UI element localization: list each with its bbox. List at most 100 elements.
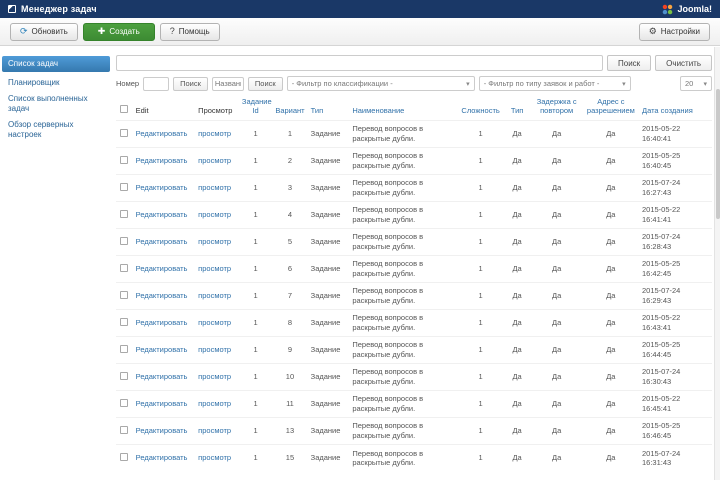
row-checkbox[interactable] bbox=[120, 317, 129, 326]
row-checkbox[interactable] bbox=[120, 290, 129, 299]
column-header-created[interactable]: Дата создания bbox=[641, 106, 693, 115]
table-body: Редактировать просмотр 1 1 Задание Перев… bbox=[116, 120, 712, 472]
variant-cell: 5 bbox=[272, 228, 308, 256]
sidebar-item-completed-tasks[interactable]: Список выполненных задач bbox=[8, 94, 88, 113]
number-input[interactable] bbox=[143, 76, 170, 91]
column-header-type[interactable]: Тип bbox=[310, 106, 324, 115]
view-link[interactable]: просмотр bbox=[198, 183, 232, 193]
page-size-select[interactable]: 20 ▾ bbox=[680, 76, 712, 91]
complexity-cell: 1 bbox=[457, 417, 504, 445]
created-date-cell: 2015-05-25 16:42:45 bbox=[638, 255, 712, 283]
title-input[interactable] bbox=[211, 76, 244, 91]
view-link[interactable]: просмотр bbox=[198, 345, 232, 355]
column-header-type2[interactable]: Тип bbox=[510, 106, 524, 115]
row-checkbox[interactable] bbox=[120, 182, 129, 191]
name-cell: Перевод вопросов в раскрытые дубли. bbox=[349, 363, 458, 391]
row-checkbox[interactable] bbox=[120, 128, 129, 137]
created-date-cell: 2015-05-25 16:40:45 bbox=[638, 147, 712, 175]
edit-link[interactable]: Редактировать bbox=[135, 399, 188, 409]
name-cell: Перевод вопросов в раскрытые дубли. bbox=[349, 309, 458, 337]
name-cell: Перевод вопросов в раскрытые дубли. bbox=[349, 228, 458, 256]
title-search-button[interactable]: Поиск bbox=[247, 76, 283, 91]
edit-link[interactable]: Редактировать bbox=[135, 372, 188, 382]
row-checkbox[interactable] bbox=[120, 371, 129, 380]
variant-cell: 3 bbox=[272, 174, 308, 202]
resolve-cell: Да bbox=[582, 363, 639, 391]
column-header-resolve[interactable]: Адрес с разрешением bbox=[586, 97, 635, 115]
search-button[interactable]: Поиск bbox=[607, 55, 652, 71]
edit-link[interactable]: Редактировать bbox=[135, 210, 188, 220]
column-header-name[interactable]: Наименование bbox=[352, 106, 405, 115]
retry-delay-cell: Да bbox=[530, 282, 583, 310]
refresh-button[interactable]: ⟳ Обновить bbox=[10, 22, 78, 41]
scrollbar[interactable] bbox=[714, 47, 720, 480]
task-id-cell: 1 bbox=[238, 147, 273, 175]
edit-link[interactable]: Редактировать bbox=[135, 453, 188, 463]
edit-link[interactable]: Редактировать bbox=[135, 264, 188, 274]
type2-cell: Да bbox=[503, 417, 531, 445]
gear-icon: ⚙ bbox=[648, 26, 657, 36]
view-link[interactable]: просмотр bbox=[198, 156, 232, 166]
view-link[interactable]: просмотр bbox=[198, 426, 232, 436]
variant-cell: 11 bbox=[272, 390, 308, 418]
scrollbar-thumb[interactable] bbox=[716, 89, 720, 219]
select-all-checkbox[interactable] bbox=[120, 105, 129, 113]
view-link[interactable]: просмотр bbox=[198, 237, 232, 247]
resolve-cell: Да bbox=[582, 309, 639, 337]
edit-link[interactable]: Редактировать bbox=[135, 183, 188, 193]
clear-button[interactable]: Очистить bbox=[655, 55, 712, 71]
type-cell: Задание bbox=[307, 255, 350, 283]
column-header-task-id[interactable]: Задание Id bbox=[241, 97, 272, 115]
row-checkbox[interactable] bbox=[120, 209, 129, 218]
table-row: Редактировать просмотр 1 3 Задание Перев… bbox=[116, 174, 712, 202]
table-row: Редактировать просмотр 1 11 Задание Пере… bbox=[116, 390, 712, 418]
page-size-value: 20 bbox=[685, 79, 694, 88]
edit-link[interactable]: Редактировать bbox=[135, 291, 188, 301]
options-button-label: Настройки bbox=[660, 27, 700, 36]
table-row: Редактировать просмотр 1 8 Задание Перев… bbox=[116, 309, 712, 337]
main-panel: Поиск Очистить Номер Поиск Поиск - Фильт… bbox=[112, 47, 720, 480]
row-checkbox[interactable] bbox=[120, 398, 129, 407]
column-header-variant[interactable]: Вариант bbox=[275, 106, 305, 115]
row-checkbox[interactable] bbox=[120, 452, 129, 461]
row-checkbox[interactable] bbox=[120, 263, 129, 272]
view-link[interactable]: просмотр bbox=[198, 372, 232, 382]
options-button[interactable]: ⚙ Настройки bbox=[638, 22, 710, 41]
create-button[interactable]: ✚ Создать bbox=[82, 22, 155, 41]
edit-link[interactable]: Редактировать bbox=[135, 426, 188, 436]
type2-cell: Да bbox=[503, 201, 531, 229]
name-cell: Перевод вопросов в раскрытые дубли. bbox=[349, 255, 458, 283]
sidebar-item-server-settings[interactable]: Обзор серверных настроек bbox=[8, 120, 74, 139]
type-filter-select[interactable]: - Фильтр по типу заявок и работ - ▾ bbox=[478, 76, 631, 91]
row-checkbox[interactable] bbox=[120, 236, 129, 245]
view-link[interactable]: просмотр bbox=[198, 264, 232, 274]
view-link[interactable]: просмотр bbox=[198, 318, 232, 328]
type-cell: Задание bbox=[307, 282, 350, 310]
task-id-cell: 1 bbox=[238, 336, 273, 364]
column-header-retry-delay[interactable]: Задержка с повтором bbox=[536, 97, 577, 115]
search-input[interactable] bbox=[116, 55, 603, 71]
row-checkbox[interactable] bbox=[120, 425, 129, 434]
view-link[interactable]: просмотр bbox=[198, 453, 232, 463]
edit-link[interactable]: Редактировать bbox=[135, 345, 188, 355]
help-button[interactable]: ? Помощь bbox=[159, 22, 220, 41]
sidebar-item-scheduler[interactable]: Планировщик bbox=[8, 78, 60, 87]
refresh-button-label: Обновить bbox=[31, 27, 68, 36]
row-checkbox[interactable] bbox=[120, 155, 129, 164]
edit-link[interactable]: Редактировать bbox=[135, 156, 188, 166]
sidebar-item-task-list[interactable]: Список задач bbox=[2, 56, 110, 72]
view-link[interactable]: просмотр bbox=[198, 210, 232, 220]
view-link[interactable]: просмотр bbox=[198, 399, 232, 409]
edit-link[interactable]: Редактировать bbox=[135, 237, 188, 247]
view-link[interactable]: просмотр bbox=[198, 129, 232, 139]
view-link[interactable]: просмотр bbox=[198, 291, 232, 301]
classification-filter-select[interactable]: - Фильтр по классификации - ▾ bbox=[286, 76, 475, 91]
number-search-button[interactable]: Поиск bbox=[173, 76, 208, 91]
edit-link[interactable]: Редактировать bbox=[135, 129, 188, 139]
edit-link[interactable]: Редактировать bbox=[135, 318, 188, 328]
column-header-complexity[interactable]: Сложность bbox=[461, 106, 500, 115]
type2-cell: Да bbox=[503, 120, 531, 148]
resolve-cell: Да bbox=[582, 120, 639, 148]
row-checkbox[interactable] bbox=[120, 344, 129, 353]
